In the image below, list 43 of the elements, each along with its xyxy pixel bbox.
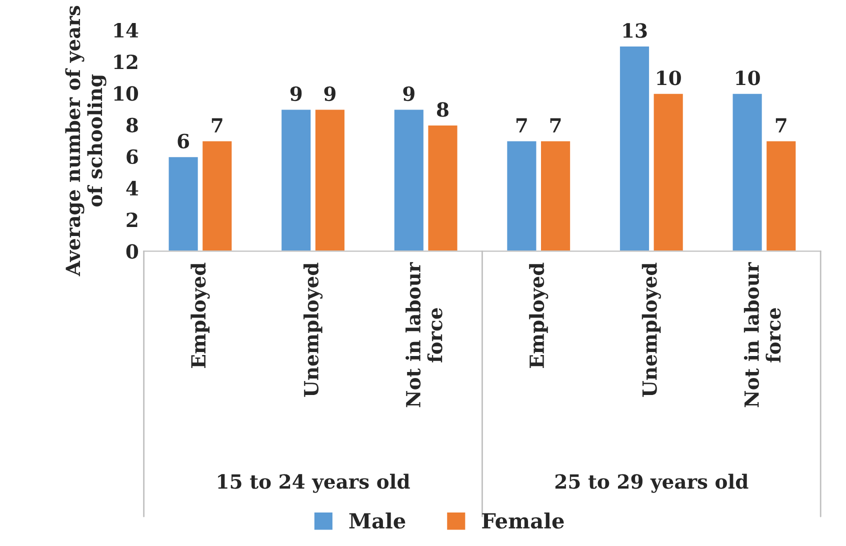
- bar: [280, 108, 312, 252]
- bar: [731, 92, 764, 252]
- text: 25 to 29 years old: [555, 474, 748, 493]
- y-tick-label: 0: [126, 244, 138, 259]
- y-tick-label: 4: [126, 180, 138, 196]
- x-tick-label: Unemployed: [303, 262, 323, 397]
- data-label: 10: [736, 70, 760, 86]
- legend-label: Male: [349, 512, 406, 529]
- bar: [201, 140, 234, 252]
- bar: [652, 92, 684, 252]
- data-label: 7: [516, 118, 527, 132]
- x-tick-label: Employed: [529, 262, 548, 368]
- bar: [618, 45, 650, 252]
- y-axis-title: Average number of years of schooling: [65, 6, 106, 276]
- x-tick-label: Not in labour force: [744, 262, 781, 408]
- y-tick-label: 12: [114, 54, 138, 70]
- bar: [167, 156, 200, 252]
- bar: [506, 140, 538, 252]
- data-label: 7: [212, 118, 222, 132]
- data-label: 7: [550, 118, 561, 132]
- data-label: 9: [324, 86, 336, 102]
- bar: [540, 140, 572, 252]
- data-label: 9: [403, 86, 414, 102]
- bar: [426, 124, 459, 252]
- bar: [765, 140, 798, 252]
- legend-label: Female: [482, 512, 564, 529]
- data-label: 8: [436, 102, 448, 117]
- y-tick-label: 14: [114, 22, 138, 38]
- data-label: 7: [776, 118, 786, 132]
- data-label: 13: [623, 23, 647, 38]
- x-tick-label: Employed: [190, 262, 210, 368]
- bar: [392, 108, 425, 252]
- data-label: 6: [178, 134, 190, 148]
- bar: [314, 108, 346, 252]
- x-tick-label: Not in labour force: [406, 262, 442, 408]
- data-label: 9: [290, 86, 302, 102]
- y-tick-label: 10: [114, 86, 138, 101]
- y-tick-label: 2: [126, 212, 138, 227]
- x-tick-label: Unemployed: [642, 262, 661, 397]
- y-tick-label: 8: [126, 118, 138, 132]
- text: 15 to 24 years old: [218, 474, 410, 493]
- y-tick-label: 6: [126, 149, 138, 164]
- data-label: 10: [657, 70, 681, 86]
